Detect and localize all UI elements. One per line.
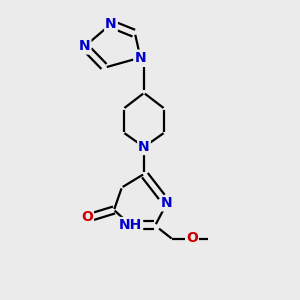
- Text: O: O: [186, 232, 198, 245]
- Text: N: N: [105, 17, 117, 31]
- Text: N: N: [138, 140, 150, 154]
- Text: N: N: [135, 51, 146, 64]
- Text: O: O: [81, 210, 93, 224]
- Text: N: N: [161, 196, 172, 210]
- Text: NH: NH: [119, 218, 142, 232]
- Text: N: N: [79, 40, 90, 53]
